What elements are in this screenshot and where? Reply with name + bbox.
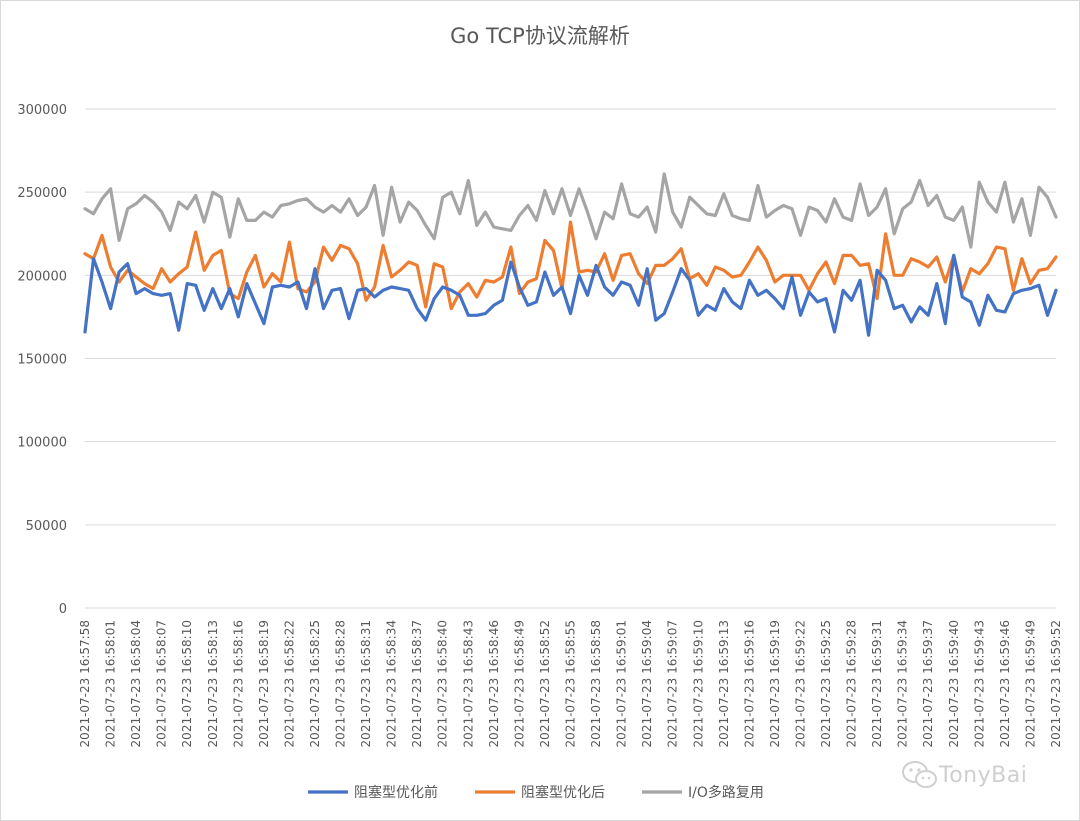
watermark: TonyBai — [901, 755, 1027, 795]
x-axis-ticks: 2021-07-23 16:57:58 2021-07-23 16:58:01 20… — [78, 620, 1063, 747]
y-tick-label: 0 — [59, 602, 67, 617]
x-tick-label: 2021-07-23 16:58:28 — [334, 620, 348, 747]
x-tick-label: 2021-07-23 16:59:16 — [742, 620, 756, 747]
x-tick-label: 2021-07-23 16:58:55 — [564, 620, 578, 747]
x-tick-label: 2021-07-23 16:59:49 — [1023, 620, 1037, 747]
x-tick-label: 2021-07-23 16:59:19 — [768, 620, 782, 747]
x-tick-label: 2021-07-23 16:59:40 — [947, 620, 961, 747]
x-tick-label: 2021-07-23 16:57:58 — [78, 620, 92, 747]
x-tick-label: 2021-07-23 16:58:43 — [461, 620, 475, 747]
x-tick-label: 2021-07-23 16:59:04 — [640, 620, 654, 747]
watermark-text: TonyBai — [939, 762, 1028, 788]
x-tick-label: 2021-07-23 16:58:13 — [206, 620, 220, 747]
y-tick-label: 300000 — [17, 103, 67, 118]
x-tick-label: 2021-07-23 16:59:46 — [998, 620, 1012, 747]
x-tick-label: 2021-07-23 16:58:52 — [538, 620, 552, 747]
legend-label: 阻塞型优化后 — [521, 784, 605, 801]
legend: 阻塞型优化前 阻塞型优化后 I/O多路复用 — [308, 784, 764, 801]
x-tick-label: 2021-07-23 16:58:49 — [512, 620, 526, 747]
x-tick-label: 2021-07-23 16:59:13 — [717, 620, 731, 747]
series-lines — [83, 172, 1058, 337]
series-line-2 — [83, 220, 1058, 311]
wechat-icon — [902, 761, 937, 788]
y-tick-label: 250000 — [17, 186, 67, 201]
x-tick-label: 2021-07-23 16:59:10 — [691, 620, 705, 747]
x-tick-label: 2021-07-23 16:58:40 — [436, 620, 450, 747]
y-tick-label: 200000 — [17, 269, 67, 284]
x-tick-label: 2021-07-23 16:58:34 — [385, 620, 399, 747]
x-tick-label: 2021-07-23 16:58:19 — [257, 620, 271, 747]
x-tick-label: 2021-07-23 16:58:04 — [129, 620, 143, 747]
x-tick-label: 2021-07-23 16:59:52 — [1049, 620, 1063, 747]
legend-label: 阻塞型优化前 — [354, 784, 438, 801]
legend-label: I/O多路复用 — [688, 784, 764, 801]
x-tick-label: 2021-07-23 16:59:28 — [845, 620, 859, 747]
x-tick-label: 2021-07-23 16:59:31 — [870, 620, 884, 747]
x-tick-label: 2021-07-23 16:59:43 — [972, 620, 986, 747]
x-tick-label: 2021-07-23 16:59:07 — [666, 620, 680, 747]
x-tick-label: 2021-07-23 16:58:31 — [359, 620, 373, 747]
series-line-3 — [83, 172, 1058, 249]
x-tick-label: 2021-07-23 16:58:10 — [180, 620, 194, 747]
x-tick-label: 2021-07-23 16:59:37 — [921, 620, 935, 747]
x-tick-label: 2021-07-23 16:58:01 — [104, 620, 118, 747]
x-tick-label: 2021-07-23 16:58:37 — [410, 620, 424, 747]
x-tick-label: 2021-07-23 16:58:46 — [487, 620, 501, 747]
y-tick-label: 50000 — [26, 519, 67, 534]
y-axis-ticks: 0 50000 100000 150000 200000 250000 300000 — [17, 103, 67, 617]
gridlines — [85, 108, 1056, 609]
x-tick-label: 2021-07-23 16:58:22 — [282, 620, 296, 747]
x-tick-label: 2021-07-23 16:58:25 — [308, 620, 322, 747]
x-tick-label: 2021-07-23 16:59:01 — [615, 620, 629, 747]
y-tick-label: 150000 — [17, 353, 67, 368]
y-tick-label: 100000 — [17, 436, 67, 451]
series-line-1 — [83, 253, 1058, 337]
x-tick-label: 2021-07-23 16:59:34 — [896, 620, 910, 747]
x-tick-label: 2021-07-23 16:59:25 — [819, 620, 833, 747]
x-tick-label: 2021-07-23 16:58:16 — [231, 620, 245, 747]
chart-title: Go TCP协议流解析 — [450, 24, 630, 48]
x-tick-label: 2021-07-23 16:59:22 — [793, 620, 807, 747]
x-tick-label: 2021-07-23 16:58:07 — [155, 620, 169, 747]
x-tick-label: 2021-07-23 16:58:58 — [589, 620, 603, 747]
